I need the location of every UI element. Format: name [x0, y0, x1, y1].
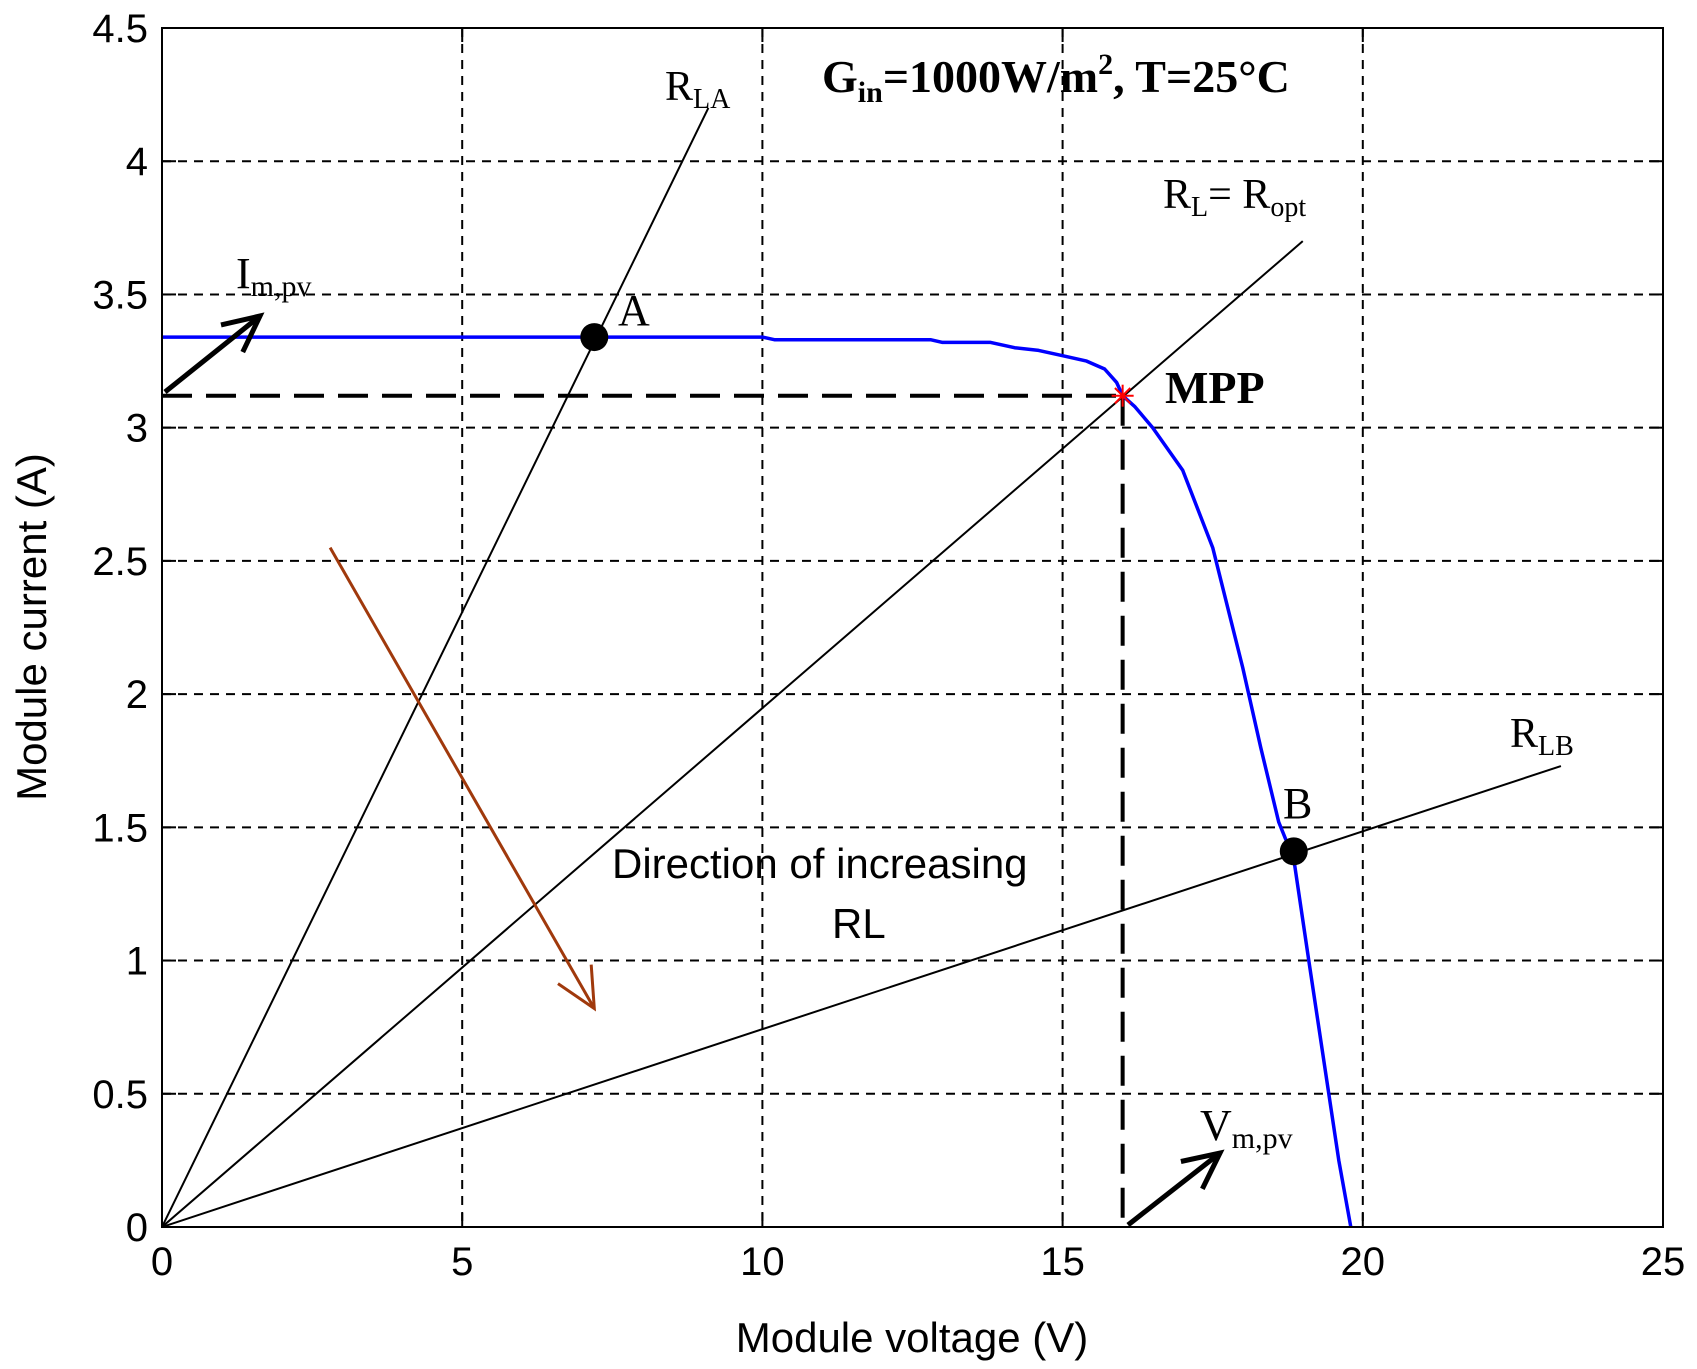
x-tick-label: 15 [1040, 1240, 1085, 1284]
vm-pv-arrow [1126, 1149, 1225, 1227]
y-tick-label: 4.5 [92, 7, 148, 51]
direction-text-line2: RL [832, 900, 886, 947]
x-axis-label: Module voltage (V) [736, 1314, 1089, 1361]
point-label-a: A [618, 286, 650, 335]
operating-point-a [580, 323, 609, 352]
mpp-label: MPP [1165, 362, 1265, 413]
load-line-rla [162, 107, 710, 1227]
y-tick-label: 2 [126, 673, 148, 717]
im-pv-arrow [163, 312, 265, 394]
point-label-b: B [1283, 779, 1312, 828]
mpp-marker [1111, 384, 1134, 407]
x-tick-label: 5 [451, 1240, 473, 1284]
iv-curve-layer [162, 335, 1353, 1228]
x-tick-label: 25 [1641, 1240, 1686, 1284]
y-tick-label: 4 [126, 140, 148, 184]
mpp-marker-stroke [1114, 387, 1132, 405]
y-tick-label: 1 [126, 940, 148, 984]
load-lines [162, 107, 1562, 1227]
annotations [163, 312, 1225, 1227]
im-pv-arrow-shaft [163, 314, 262, 394]
iv-curve [162, 335, 1353, 1228]
load-line-label-rla: RLA [665, 64, 731, 115]
y-tick-label: 0.5 [92, 1073, 148, 1117]
im-pv-arrow-head [220, 312, 265, 354]
y-tick-label: 3 [126, 407, 148, 451]
vm-pv-label: Vm,pv [1200, 1101, 1293, 1155]
y-tick-label: 1.5 [92, 806, 148, 850]
load-line-label-rlb: RLB [1510, 711, 1574, 762]
y-tick-label: 3.5 [92, 273, 148, 317]
y-tick-label: 0 [126, 1206, 148, 1250]
y-axis-label: Module current (A) [8, 453, 55, 801]
direction-arrow-head [557, 964, 597, 1012]
load-line-ropt [162, 240, 1304, 1227]
markers [580, 323, 1308, 866]
plot-frame [161, 27, 1664, 1228]
grid [162, 28, 1663, 1227]
vm-pv-arrow-shaft [1126, 1151, 1222, 1227]
ticks: 0 5 10 15 20 25 0 0.5 1 1.5 2 2.5 3 3.5 4 4.5 [92, 7, 1685, 1284]
operating-point-b [1279, 837, 1308, 866]
vm-pv-arrow-head [1180, 1149, 1225, 1191]
x-tick-label: 0 [151, 1240, 173, 1284]
load-line-rlb [162, 765, 1562, 1227]
direction-text-line1: Direction of increasing [612, 840, 1028, 887]
condition-label: Gin=1000W/m2, T=25°C [822, 48, 1290, 109]
x-tick-label: 10 [740, 1240, 785, 1284]
direction-arrow [328, 546, 597, 1012]
im-pv-label: Im,pv [236, 249, 312, 303]
x-tick-label: 20 [1341, 1240, 1386, 1284]
direction-arrow-shaft [328, 546, 596, 1010]
plot-background [162, 28, 1663, 1227]
load-line-label-ropt: RL= Ropt [1163, 172, 1306, 223]
y-tick-label: 2.5 [92, 540, 148, 584]
mpp-reference-lines [162, 393, 1125, 1227]
